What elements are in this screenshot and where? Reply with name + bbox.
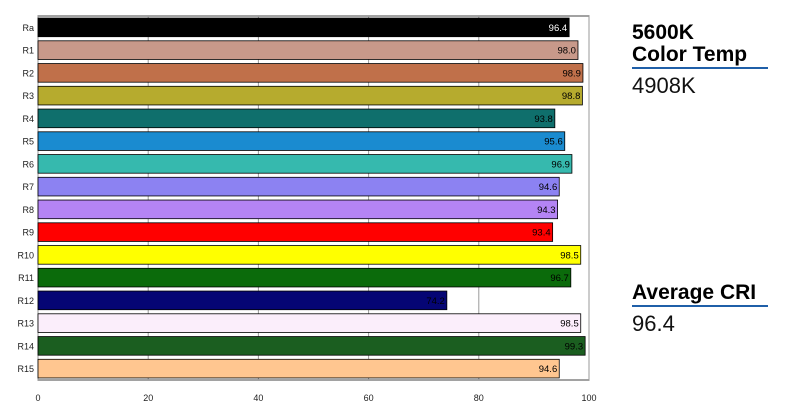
y-tick-label: R3 (22, 91, 34, 101)
x-tick-label: 60 (364, 393, 374, 403)
x-tick-label: 80 (474, 393, 484, 403)
y-tick-label: R13 (17, 319, 34, 329)
bar-r14 (37, 336, 586, 356)
bar-r12 (37, 290, 448, 311)
average-cri-rule (632, 305, 768, 307)
data-label: 96.7 (550, 273, 569, 284)
bar-r6 (37, 154, 573, 174)
bar-r1 (37, 40, 579, 60)
data-label: 94.3 (537, 205, 556, 216)
data-label: 98.9 (562, 68, 581, 79)
bar-ra (37, 17, 570, 38)
y-tick-label: R7 (22, 182, 34, 192)
y-tick-label: R14 (17, 341, 34, 351)
y-tick-label: R15 (17, 364, 34, 374)
y-tick-label: R5 (22, 137, 34, 147)
y-tick-label: Ra (22, 23, 34, 33)
x-tick-label: 0 (35, 393, 40, 403)
data-label: 93.8 (534, 114, 553, 125)
data-label: 98.0 (557, 46, 576, 57)
bar-r15 (37, 358, 560, 379)
average-cri-value: 96.4 (632, 311, 675, 336)
data-label: 96.9 (551, 159, 570, 170)
average-cri-panel: Average CRI 96.4 (632, 282, 768, 337)
color-temp-value: 4908K (632, 73, 696, 98)
data-label: 98.8 (562, 91, 581, 102)
y-tick-label: R1 (22, 46, 34, 56)
data-label: 99.3 (565, 341, 584, 352)
bar-r2 (37, 63, 584, 83)
data-label: 95.6 (544, 137, 563, 148)
data-label: 94.6 (539, 182, 558, 193)
y-tick-label: R11 (18, 273, 34, 283)
bar-r7 (37, 176, 560, 197)
bar-r5 (37, 131, 566, 151)
data-label: 74.2 (426, 296, 445, 307)
cri-bar-chart: 0 20 40 60 80 100 Ra 96.4 R1 98.0 R2 98.9 R3 98.8 R4 93… (17, 15, 597, 403)
y-tick-label: R12 (17, 296, 34, 306)
x-tick-label: 100 (581, 393, 596, 403)
color-temp-title-line2: Color Temp (632, 43, 748, 66)
color-temp-rule (632, 67, 768, 69)
data-label: 96.4 (549, 23, 568, 34)
data-label: 93.4 (532, 228, 551, 239)
color-temp-title-line1: 5600K (632, 21, 694, 44)
y-tick-label: R2 (22, 68, 34, 78)
x-tick-label: 20 (143, 393, 153, 403)
bar-r10 (37, 245, 582, 265)
y-tick-label: R9 (22, 228, 34, 238)
x-tick-label: 40 (253, 393, 263, 403)
bar-r9 (37, 222, 554, 242)
y-tick-label: R4 (22, 114, 34, 124)
bar-r8 (37, 199, 558, 220)
y-tick-label: R6 (22, 159, 34, 169)
y-tick-label: R10 (17, 250, 34, 260)
bar-r13 (37, 313, 582, 333)
data-label: 98.5 (560, 319, 579, 330)
data-label: 94.6 (539, 364, 558, 375)
color-temp-panel: 5600K Color Temp 4908K (632, 22, 768, 99)
bar-r3 (37, 85, 583, 106)
y-tick-label: R8 (22, 205, 34, 215)
bar-r11 (37, 267, 572, 288)
data-label: 98.5 (560, 250, 579, 261)
average-cri-title: Average CRI (632, 281, 757, 304)
bar-r4 (37, 108, 556, 129)
